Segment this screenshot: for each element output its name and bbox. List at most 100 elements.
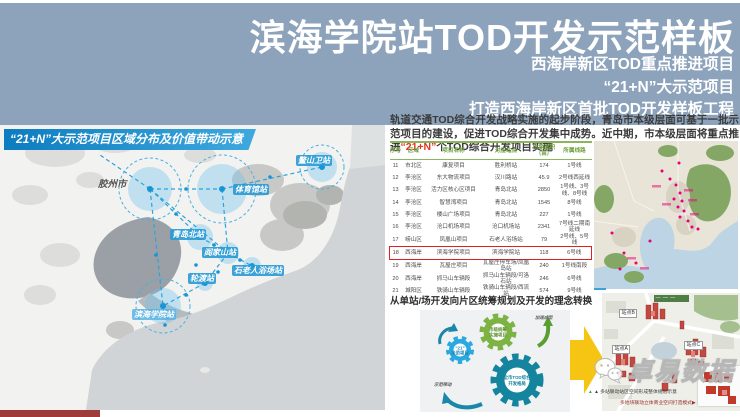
- table-cell: 8号线: [567, 199, 582, 206]
- col-header-station: 对应站点: [481, 141, 531, 160]
- render-caption-1: ▲ ▲ 多站联动站区空间形成整体规划示意: [588, 390, 677, 395]
- qingdao-overview-map-graphic: [594, 141, 738, 289]
- demonstrate-arrow: [444, 396, 483, 410]
- table-cell: 574: [539, 288, 549, 295]
- arrow-bottom-label: 示范带动: [434, 382, 452, 387]
- table-cell: 45.9: [538, 175, 550, 182]
- table-cell: 石老人浴场站: [489, 236, 523, 243]
- table-cell: 李沧区: [405, 175, 422, 182]
- table-cell: 铁骑山车辆段/西流站: [482, 284, 530, 298]
- map-label-shilaoren: 石老人浴场站: [232, 265, 284, 276]
- table-cell: 瓦屋庄项目: [439, 263, 468, 270]
- table-cell: 李沧区: [405, 224, 422, 231]
- table-cell: 青岛北站: [494, 211, 518, 218]
- gear-green-label-2: 实施项目: [489, 332, 507, 339]
- map-title-bar: “21+N”大示范项目区域分布及价值带动示意: [4, 129, 256, 150]
- table-row: 15 李沧区 楼山广场项目 青岛北站 227 1号线: [390, 209, 592, 221]
- table-cell: 抓马山车辆段: [436, 275, 471, 282]
- table-row: 13 李沧区 活力区核心区项目 青岛北站 2850 1号线、3号线、8号线: [390, 184, 592, 196]
- table-cell: 2号线西延线: [558, 175, 591, 182]
- table-cell: 滨海学院站: [481, 245, 531, 261]
- render-caption-1-text: ▲ 多站联动站区空间形成整体规划示意: [594, 390, 677, 395]
- map-label-qingdaobei: 青岛北站: [170, 229, 206, 240]
- table-row: 16 李沧区 沧口机场项目 沧口机场站 2341 7号线二期南延线: [390, 221, 592, 233]
- table-body: 11 市北区 康复项目 胜利桥站 174 1号线 12 李沧区 东大物流项目 汉川路站 45.9 2号…: [389, 160, 592, 298]
- title-banner: 滨海学院站TOD开发示范样板 西海岸新区TOD重点推进项目 “21+N”大示范项…: [0, 3, 740, 125]
- table-cell: 17: [392, 236, 399, 243]
- watermark-text: 卓易数据: [626, 358, 736, 387]
- col-header-district: 区域: [401, 141, 426, 160]
- table-row: 11 市北区 康复项目 胜利桥站 174 1号线: [390, 160, 592, 173]
- table-cell: 1号线、3号线、8号线: [560, 184, 589, 197]
- render-caption-2: 多地块联动立体商业空间打造模式▶: [620, 401, 696, 406]
- col-header-line: 所属线路: [557, 141, 592, 160]
- qingdao-overview-map: [594, 141, 738, 289]
- table-cell: 沧口机场项目: [436, 224, 471, 231]
- table-cell: 14: [392, 199, 399, 206]
- gears-graphic: 全市TOD综合 开发格局 市级统筹 实施项目 “21” 示范项目: [434, 313, 553, 410]
- table-cell: 118: [530, 245, 558, 261]
- table-row: 17 崂山区 凤凰山项目 石老人浴场站 79 2号线、5号线: [390, 234, 592, 247]
- gear-green-label-1: 市级统筹: [489, 326, 507, 333]
- table-cell: 9号线: [567, 288, 582, 295]
- table-cell: 铁骑山车辆段: [436, 288, 471, 295]
- table-cell: 79: [540, 236, 548, 243]
- table-cell: 174: [539, 162, 549, 169]
- table-cell: 凤凰山项目: [439, 236, 468, 243]
- gear-small-label-2: 示范项目: [451, 350, 469, 357]
- table-row: 12 李沧区 东大物流项目 汉川路站 45.9 2号线西延线: [390, 172, 592, 184]
- map-label-yanjiashan: 阎家山站: [202, 247, 238, 258]
- station-a-chip: 站点A: [612, 345, 631, 354]
- yellow-arrow-icon: [570, 326, 604, 394]
- gears-diagram: 全市TOD综合 开发格局 市级统筹 实施项目 “21” 示范项目: [420, 310, 570, 412]
- table-cell: 滨海学院项目: [425, 245, 482, 261]
- col-header-no: 序号: [389, 141, 402, 160]
- table-cell: 西海岸: [405, 263, 422, 270]
- table-row: 21 城阳区 铁骑山车辆段 铁骑山车辆段/西流站 574 9号线: [390, 285, 592, 297]
- table-cell: 21: [392, 288, 399, 295]
- mini-map-scalebar: [594, 288, 606, 290]
- table-cell: 2341: [537, 224, 551, 231]
- table-cell: 20: [392, 275, 399, 282]
- table-cell: 胜利桥站: [494, 162, 518, 169]
- table-row: 18 西海岸 滨海学院项目 滨海学院站 118 6号线: [389, 245, 592, 261]
- subtitle-line-3: 打造西海岸新区首批TOD开发样板工程: [469, 101, 734, 118]
- table-cell: 沧口机场站: [492, 224, 520, 231]
- table-cell: 康复项目: [442, 162, 465, 169]
- table-row: 19 西海岸 瓦屋庄项目 瓦屋庄停车场/凤凰岛站 240 1号线南段: [390, 260, 592, 273]
- table-cell: 18: [389, 245, 402, 261]
- table-header-row: 序号 区域 项目名称 对应站点 占地面积（亩） 所属线路: [389, 141, 592, 160]
- map-label-tiyuguan: 体育馆站: [233, 184, 269, 195]
- table-cell: 智慧湾项目: [439, 199, 468, 206]
- table-cell: 青岛北站: [494, 187, 518, 194]
- transition-heading: 从单站/场开发向片区统筹规划及开发的理念转换: [390, 296, 593, 307]
- accelerate-arrow: [536, 323, 551, 348]
- table-cell: 13: [392, 187, 399, 194]
- map-label-aoshanwei: 鳌山卫站: [296, 155, 332, 166]
- bottom-accent-bar: [0, 410, 100, 417]
- table-cell: 市北区: [405, 162, 422, 169]
- commercial-inset-image: [698, 366, 740, 406]
- table-cell: 崂山区: [405, 236, 422, 243]
- table-cell: 7号线二期南延线: [558, 221, 591, 234]
- table-cell: 6号线: [557, 245, 592, 261]
- table-cell: 城阳区: [405, 288, 422, 295]
- map-label-lundu: 轮渡站: [188, 273, 216, 284]
- table-cell: 西海岸: [405, 275, 422, 282]
- map-label-jiaozhou: 胶州市: [98, 179, 127, 190]
- table-cell: 1号线: [567, 211, 582, 218]
- tod-project-table: 序号 区域 项目名称 对应站点 占地面积（亩） 所属线路 11 市北区 康复项目 胜利…: [389, 141, 592, 297]
- arrow-top-label: 加速成型: [534, 315, 553, 320]
- table-cell: 227: [539, 211, 549, 218]
- table-cell: 6号线: [567, 275, 582, 282]
- table-cell: 12: [392, 175, 399, 182]
- table-cell: 246: [539, 275, 549, 282]
- table-cell: 楼山广场项目: [436, 211, 471, 218]
- watermark: 卓易数据: [593, 352, 735, 388]
- table-cell: 西海岸: [401, 245, 426, 261]
- table-cell: 240: [539, 263, 549, 270]
- map-label-binhai: 滨海学院站: [132, 309, 176, 320]
- station-c-chip: 站点C: [684, 341, 703, 350]
- table-cell: 11: [392, 162, 399, 169]
- table-cell: 1545: [537, 199, 551, 206]
